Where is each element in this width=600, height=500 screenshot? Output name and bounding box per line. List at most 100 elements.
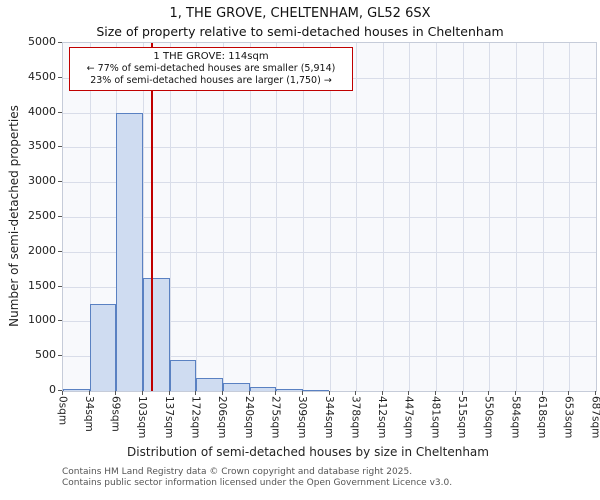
gridline-vertical bbox=[409, 43, 411, 391]
x-tick-mark bbox=[355, 391, 357, 395]
y-tick-label: 3000 bbox=[28, 174, 56, 188]
y-tick-mark bbox=[58, 355, 62, 357]
x-tick-mark bbox=[115, 391, 117, 395]
x-tick-label: 0sqm bbox=[56, 396, 69, 426]
x-tick-mark bbox=[595, 391, 596, 395]
gridline-vertical bbox=[169, 43, 171, 391]
y-tick-mark bbox=[58, 111, 62, 113]
y-tick-label: 1000 bbox=[28, 313, 56, 327]
x-tick-label: 309sqm bbox=[296, 396, 309, 439]
x-tick-label: 618sqm bbox=[535, 396, 548, 439]
gridline-vertical bbox=[516, 43, 518, 391]
gridline-vertical bbox=[569, 43, 571, 391]
x-tick-mark bbox=[568, 391, 570, 395]
gridline-vertical bbox=[89, 43, 91, 391]
histogram-bar bbox=[89, 304, 117, 391]
chart-title: 1, THE GROVE, CHELTENHAM, GL52 6SX bbox=[169, 6, 431, 21]
y-tick-label: 500 bbox=[35, 348, 56, 362]
x-axis-label: Distribution of semi-detached houses by … bbox=[127, 445, 489, 459]
x-tick-mark bbox=[88, 391, 90, 395]
x-tick-mark bbox=[541, 391, 543, 395]
x-tick-mark bbox=[515, 391, 517, 395]
y-tick-mark bbox=[58, 42, 62, 43]
x-tick-label: 206sqm bbox=[216, 396, 229, 439]
x-tick-mark bbox=[381, 391, 383, 395]
gridline-vertical bbox=[302, 43, 304, 391]
histogram-bar bbox=[142, 278, 170, 391]
x-tick-label: 584sqm bbox=[509, 396, 522, 439]
y-tick-mark bbox=[58, 320, 62, 322]
x-tick-label: 687sqm bbox=[589, 396, 600, 439]
annotation-smaller-text: ← 77% of semi-detached houses are smalle… bbox=[86, 63, 336, 74]
x-tick-label: 412sqm bbox=[376, 396, 389, 439]
histogram-bar bbox=[116, 112, 143, 391]
x-tick-mark bbox=[301, 391, 303, 395]
gridline-vertical bbox=[356, 43, 358, 391]
y-tick-label: 3500 bbox=[28, 139, 56, 153]
gridline-vertical bbox=[462, 43, 464, 391]
y-tick-label: 0 bbox=[49, 383, 56, 396]
y-tick-mark bbox=[58, 76, 62, 78]
x-tick-mark bbox=[221, 391, 223, 395]
histogram-bar bbox=[169, 359, 197, 391]
chart-subtitle: Size of property relative to semi-detach… bbox=[96, 24, 504, 39]
x-tick-mark bbox=[435, 391, 437, 395]
x-tick-label: 550sqm bbox=[482, 396, 495, 439]
y-tick-label: 4500 bbox=[28, 69, 56, 83]
annotation-larger-text: 23% of semi-detached houses are larger (… bbox=[90, 75, 332, 86]
y-tick-label: 2000 bbox=[28, 243, 56, 257]
gridline-vertical bbox=[436, 43, 438, 391]
y-tick-label: 1500 bbox=[28, 278, 56, 292]
y-tick-label: 5000 bbox=[28, 35, 56, 48]
x-tick-label: 275sqm bbox=[269, 396, 282, 439]
x-tick-label: 34sqm bbox=[82, 396, 95, 432]
x-tick-label: 447sqm bbox=[402, 396, 415, 439]
x-tick-mark bbox=[328, 391, 330, 395]
y-tick-mark bbox=[58, 285, 62, 287]
x-tick-label: 653sqm bbox=[562, 396, 575, 439]
x-tick-mark bbox=[168, 391, 170, 395]
attribution-line-1: Contains HM Land Registry data © Crown c… bbox=[62, 467, 413, 477]
x-tick-label: 344sqm bbox=[322, 396, 335, 439]
x-tick-mark bbox=[275, 391, 277, 395]
histogram-bar bbox=[276, 388, 303, 391]
x-tick-label: 240sqm bbox=[242, 396, 255, 439]
x-tick-label: 172sqm bbox=[189, 396, 202, 439]
x-tick-label: 515sqm bbox=[456, 396, 468, 439]
gridline-vertical bbox=[382, 43, 384, 391]
gridline-vertical bbox=[276, 43, 278, 391]
y-tick-mark bbox=[58, 146, 62, 148]
histogram-bar bbox=[222, 383, 250, 391]
y-tick-mark bbox=[58, 216, 62, 217]
histogram-bar bbox=[302, 389, 330, 391]
x-tick-mark bbox=[62, 391, 63, 395]
x-tick-mark bbox=[408, 391, 410, 395]
annotation-box: 1 THE GROVE: 114sqm ← 77% of semi-detach… bbox=[69, 47, 353, 91]
y-tick-label: 4000 bbox=[28, 104, 56, 118]
plot-area bbox=[62, 42, 597, 392]
gridline-vertical bbox=[489, 43, 491, 391]
annotation-title: 1 THE GROVE: 114sqm bbox=[153, 51, 269, 62]
x-tick-label: 69sqm bbox=[109, 396, 122, 432]
property-size-marker-line bbox=[151, 43, 153, 391]
gridline-vertical bbox=[222, 43, 224, 391]
histogram-bar bbox=[63, 389, 90, 391]
gridline-vertical bbox=[329, 43, 331, 391]
y-tick-mark bbox=[58, 390, 62, 391]
x-tick-mark bbox=[461, 391, 463, 395]
x-tick-mark bbox=[141, 391, 143, 395]
gridline-vertical bbox=[142, 43, 144, 391]
x-tick-mark bbox=[195, 391, 197, 395]
x-tick-label: 481sqm bbox=[429, 396, 442, 439]
y-tick-label: 2500 bbox=[28, 209, 56, 222]
x-tick-mark bbox=[248, 391, 250, 395]
gridline-vertical bbox=[542, 43, 544, 391]
gridline-vertical bbox=[249, 43, 251, 391]
x-tick-mark bbox=[488, 391, 490, 395]
histogram-bar bbox=[249, 387, 277, 391]
attribution-line-2: Contains public sector information licen… bbox=[62, 478, 453, 488]
y-tick-mark bbox=[58, 181, 62, 183]
x-tick-label: 378sqm bbox=[349, 396, 362, 439]
histogram-bar bbox=[196, 377, 223, 391]
